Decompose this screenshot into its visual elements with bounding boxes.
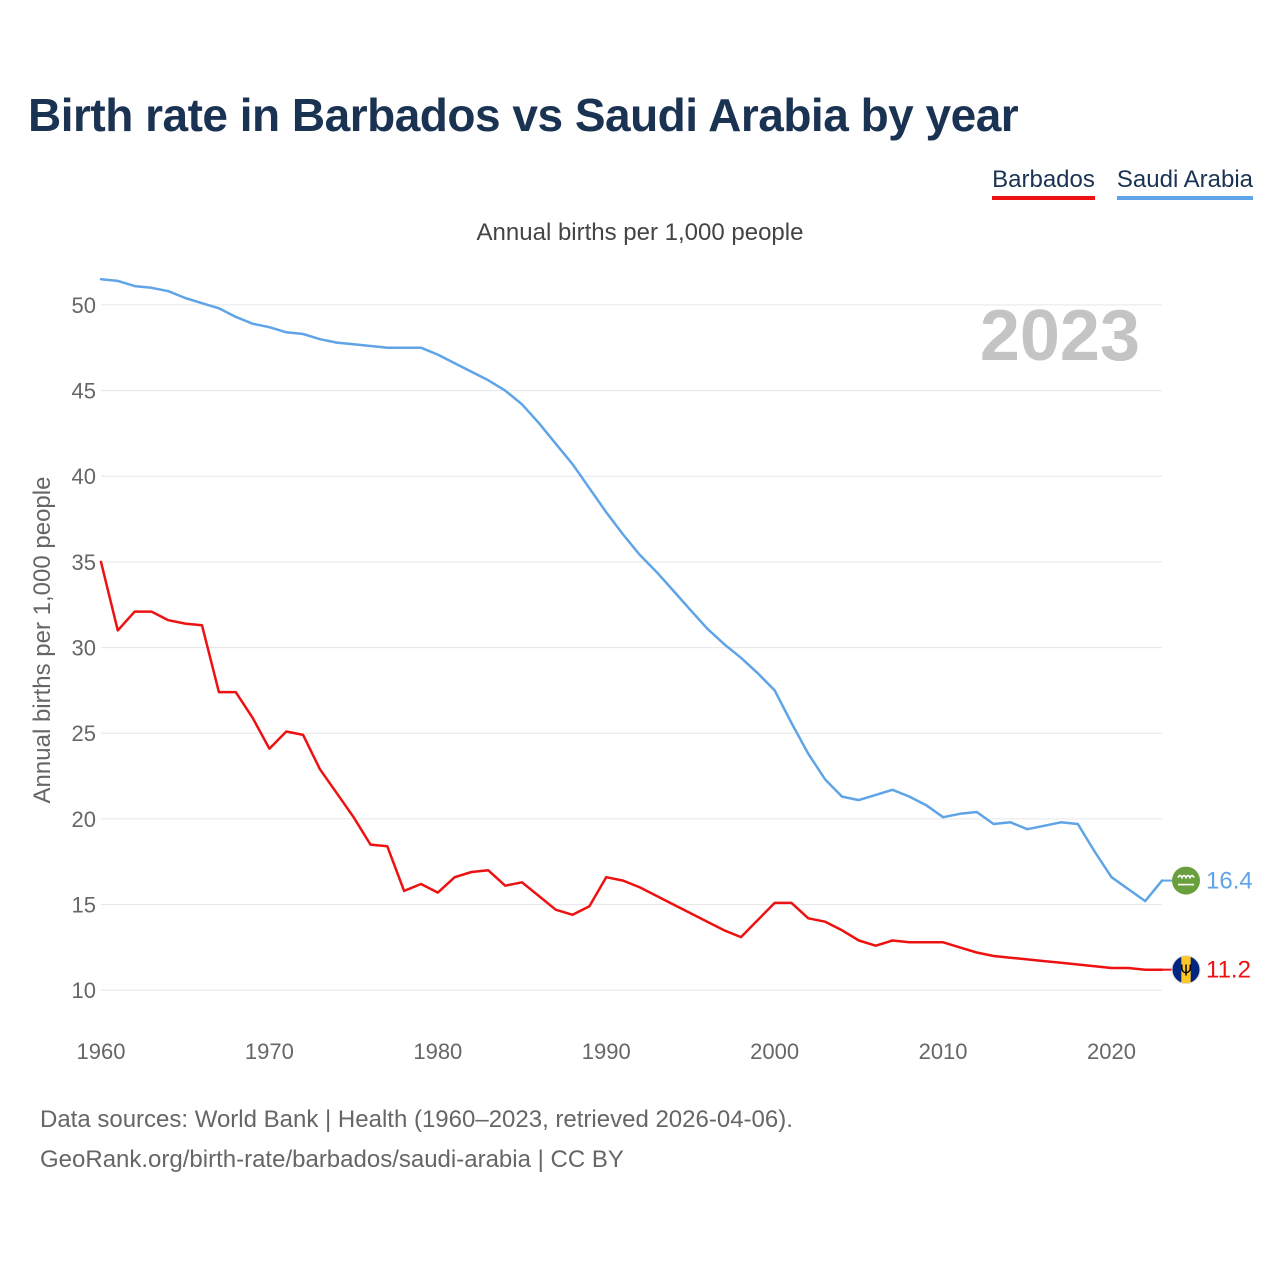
legend: Barbados Saudi Arabia (992, 166, 1253, 200)
end-value-label-barbados: 11.2 (1206, 957, 1251, 984)
series-line-barbados (99, 560, 1164, 971)
x-tick-label: 2010 (919, 1039, 968, 1064)
svg-text:Ψ: Ψ (1180, 962, 1192, 980)
footer-sources: Data sources: World Bank | Health (1960–… (40, 1106, 793, 1133)
x-tick-label: 1970 (245, 1039, 294, 1064)
chart-title: Birth rate in Barbados vs Saudi Arabia b… (28, 89, 1019, 141)
footer-attribution[interactable]: GeoRank.org/birth-rate/barbados/saudi-ar… (40, 1146, 624, 1173)
y-tick-label: 20 (72, 807, 96, 832)
legend-item-barbados[interactable]: Barbados (992, 166, 1095, 200)
y-tick-label: 40 (72, 464, 96, 489)
end-value-label-saudi-arabia: 16.4 (1206, 868, 1253, 895)
y-tick-label: 10 (72, 978, 96, 1003)
series-lines (99, 277, 1164, 971)
y-tick-label: 35 (72, 550, 96, 575)
y-tick-label: 25 (72, 721, 96, 746)
x-tick-label: 1990 (582, 1039, 631, 1064)
y-tick-label: 15 (72, 893, 96, 918)
series-line-saudi-arabia (99, 277, 1164, 903)
y-axis-label: Annual births per 1,000 people (29, 477, 56, 804)
y-tick-label: 50 (72, 293, 96, 318)
gridlines (101, 304, 1162, 991)
y-tick-label: 45 (72, 379, 96, 404)
year-watermark: 2023 (980, 296, 1140, 376)
barbados-flag-icon: Ψ (1171, 955, 1201, 985)
x-tick-label: 2020 (1087, 1039, 1136, 1064)
x-tick-label: 1980 (413, 1039, 462, 1064)
x-tick-label: 1960 (77, 1039, 126, 1064)
x-axis-ticks: 1960 1970 1980 1990 2000 2010 2020 (77, 1039, 1136, 1064)
saudi-arabia-flag-icon (1172, 866, 1200, 895)
chart-subtitle: Annual births per 1,000 people (477, 219, 804, 246)
y-axis-ticks: 10 15 20 25 30 35 40 45 50 (72, 293, 96, 1003)
end-markers: Ψ 11.2 16.4 (1162, 866, 1253, 985)
legend-item-saudi-arabia[interactable]: Saudi Arabia (1116, 166, 1253, 200)
x-tick-label: 2000 (750, 1039, 799, 1064)
y-tick-label: 30 (72, 636, 96, 661)
